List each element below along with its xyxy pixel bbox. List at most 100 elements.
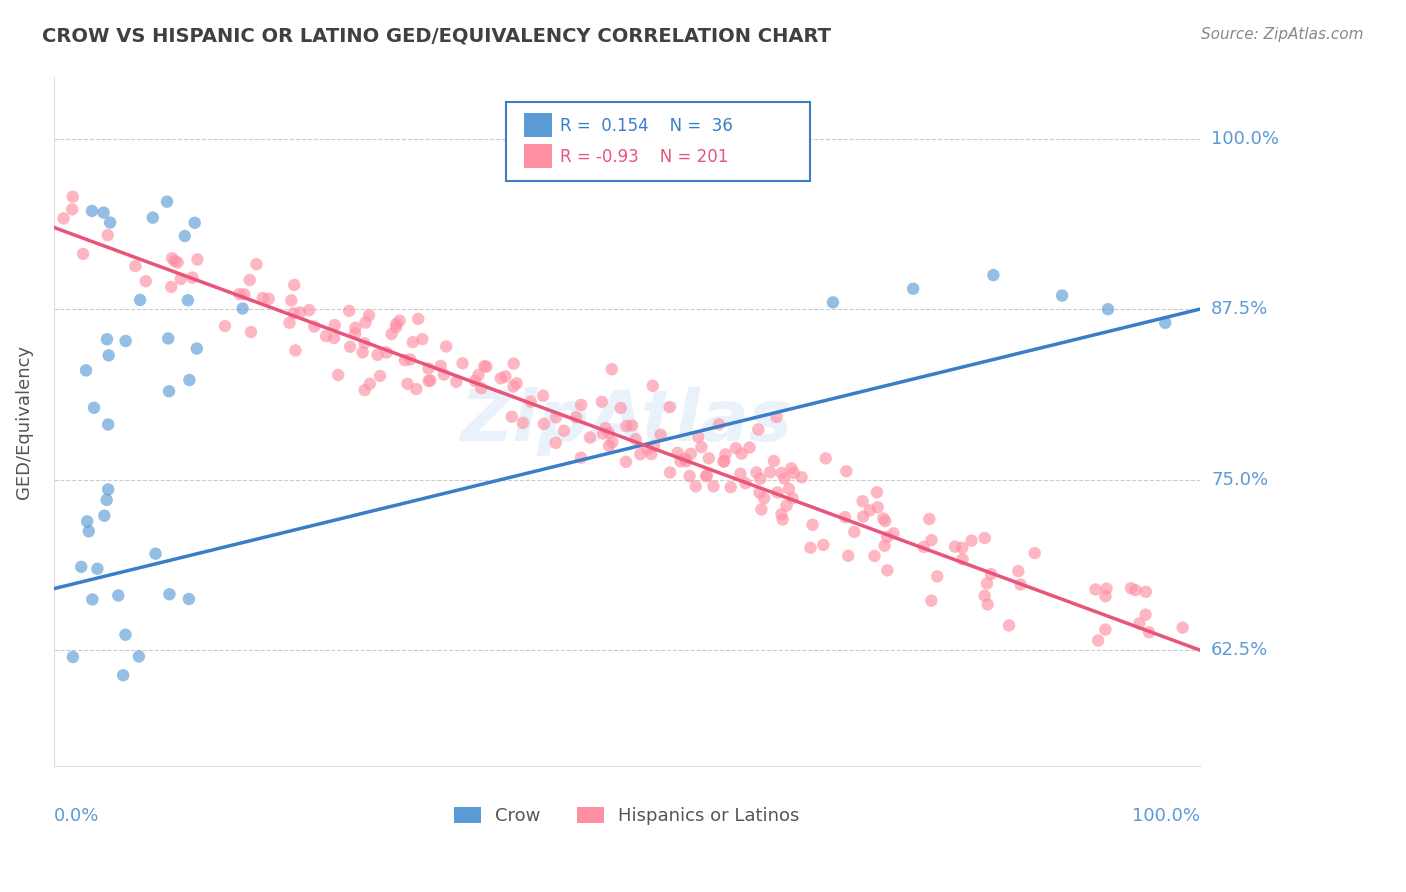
Point [801, 517, 824, 532]
Point [512, 416, 534, 430]
Point [72, 247, 94, 261]
Point [1171, 621, 1194, 635]
Point [339, 340, 361, 354]
Point [375, 345, 398, 359]
Text: 62.5%: 62.5% [1211, 641, 1268, 659]
Point [702, 479, 724, 493]
Point [96, 492, 118, 507]
Point [323, 331, 346, 345]
Point [1154, 316, 1177, 330]
Point [1010, 577, 1032, 591]
Point [1084, 582, 1107, 597]
Point [107, 589, 129, 603]
FancyBboxPatch shape [506, 102, 810, 181]
Point [278, 316, 301, 330]
Point [402, 335, 425, 350]
Point [505, 376, 527, 391]
Point [283, 306, 305, 320]
Point [707, 417, 730, 432]
Point [93, 205, 115, 219]
Point [475, 359, 498, 374]
Point [775, 499, 797, 513]
Point [598, 425, 620, 440]
Point [1095, 582, 1118, 596]
Point [451, 356, 474, 370]
Point [70, 559, 93, 574]
Point [160, 280, 183, 294]
Point [367, 348, 389, 362]
Y-axis label: GED/Equivalency: GED/Equivalency [15, 344, 32, 499]
Point [813, 538, 835, 552]
Point [114, 334, 136, 348]
Point [76, 515, 98, 529]
Bar [523, 145, 553, 169]
Point [720, 480, 742, 494]
Point [569, 450, 592, 465]
Point [690, 440, 713, 454]
Point [502, 357, 524, 371]
Point [976, 576, 998, 591]
Point [501, 409, 523, 424]
Point [650, 427, 672, 442]
Point [353, 383, 375, 397]
Point [112, 668, 135, 682]
Point [641, 379, 664, 393]
Point [759, 465, 782, 479]
Point [62, 190, 84, 204]
Point [173, 229, 195, 244]
Text: 100.0%: 100.0% [1132, 807, 1199, 825]
Point [799, 541, 821, 555]
Point [643, 439, 665, 453]
Point [323, 318, 346, 332]
Point [814, 451, 837, 466]
Point [166, 255, 188, 269]
Point [544, 435, 567, 450]
Point [419, 373, 441, 387]
Point [876, 563, 898, 577]
Point [385, 317, 408, 331]
Point [952, 552, 974, 566]
Point [344, 326, 367, 341]
Point [747, 422, 769, 436]
Point [326, 368, 349, 382]
Point [569, 398, 592, 412]
Point [157, 331, 180, 345]
Point [669, 454, 692, 468]
Point [186, 342, 208, 356]
Point [773, 472, 796, 486]
Point [666, 446, 689, 460]
Point [600, 435, 623, 450]
Point [181, 270, 204, 285]
Point [866, 500, 889, 515]
Point [93, 508, 115, 523]
Point [353, 336, 375, 351]
Point [679, 447, 702, 461]
Point [502, 379, 524, 393]
Point [284, 343, 307, 358]
Point [866, 485, 889, 500]
Text: 0.0%: 0.0% [53, 807, 100, 825]
Point [177, 293, 200, 308]
Point [927, 569, 949, 583]
Point [591, 394, 613, 409]
Point [675, 454, 697, 468]
Point [214, 319, 236, 334]
Point [186, 252, 208, 267]
Point [135, 274, 157, 288]
Point [565, 410, 588, 425]
Point [433, 368, 456, 382]
Point [381, 326, 404, 341]
Point [614, 455, 637, 469]
Point [730, 447, 752, 461]
Point [724, 441, 747, 455]
Point [544, 410, 567, 425]
Point [86, 562, 108, 576]
Point [835, 464, 858, 478]
Legend: Crow, Hispanics or Latinos: Crow, Hispanics or Latinos [447, 800, 807, 832]
Point [156, 194, 179, 209]
Point [1007, 564, 1029, 578]
Text: R =  0.154    N =  36: R = 0.154 N = 36 [560, 117, 733, 135]
Point [873, 539, 896, 553]
Point [752, 491, 775, 505]
Point [60, 202, 83, 217]
